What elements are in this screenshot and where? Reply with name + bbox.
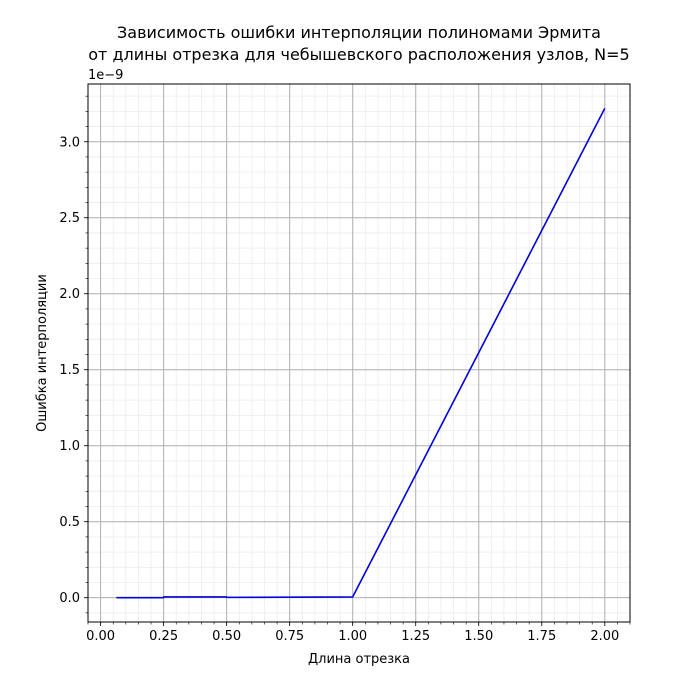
x-tick-label: 1.50 [464, 629, 493, 644]
x-axis-label: Длина отрезка [308, 652, 410, 667]
x-tick-label: 1.75 [527, 629, 556, 644]
plot-frame [87, 83, 631, 623]
y-tick-label: 0.5 [59, 515, 80, 530]
y-tick-label: 2.5 [59, 211, 80, 226]
y-tick-label: 2.0 [59, 287, 80, 302]
x-tick-label: 0.25 [149, 629, 178, 644]
x-tick-label: 0.50 [212, 629, 241, 644]
x-tick-label: 1.00 [338, 629, 367, 644]
y-axis: 0.0 0.5 1.0 1.5 2.0 2.5 3.0 [59, 95, 88, 614]
x-tick-label: 2.00 [590, 629, 619, 644]
y-tick-label: 3.0 [59, 135, 80, 150]
x-tick-label: 0.00 [86, 629, 115, 644]
y-tick-label: 0.0 [59, 591, 80, 606]
chart-title-line-2: от длины отрезка для чебышевского распол… [88, 45, 629, 64]
x-tick-label: 0.75 [275, 629, 304, 644]
major-grid [88, 84, 630, 622]
y-tick-label: 1.5 [59, 363, 80, 378]
x-axis: 0.00 0.25 0.50 0.75 1.00 1.25 1.50 1.75 2.00 [86, 622, 631, 644]
x-tick-label: 1.25 [401, 629, 430, 644]
series-layer [116, 107, 606, 599]
y-offset-label: 1e−9 [88, 68, 123, 83]
chart-title-line-1: Зависимость ошибки интерполяции полинома… [117, 23, 601, 42]
y-axis-label: Ошибка интерполяции [35, 274, 50, 432]
y-tick-label: 1.0 [59, 439, 80, 454]
series-line [116, 107, 606, 599]
